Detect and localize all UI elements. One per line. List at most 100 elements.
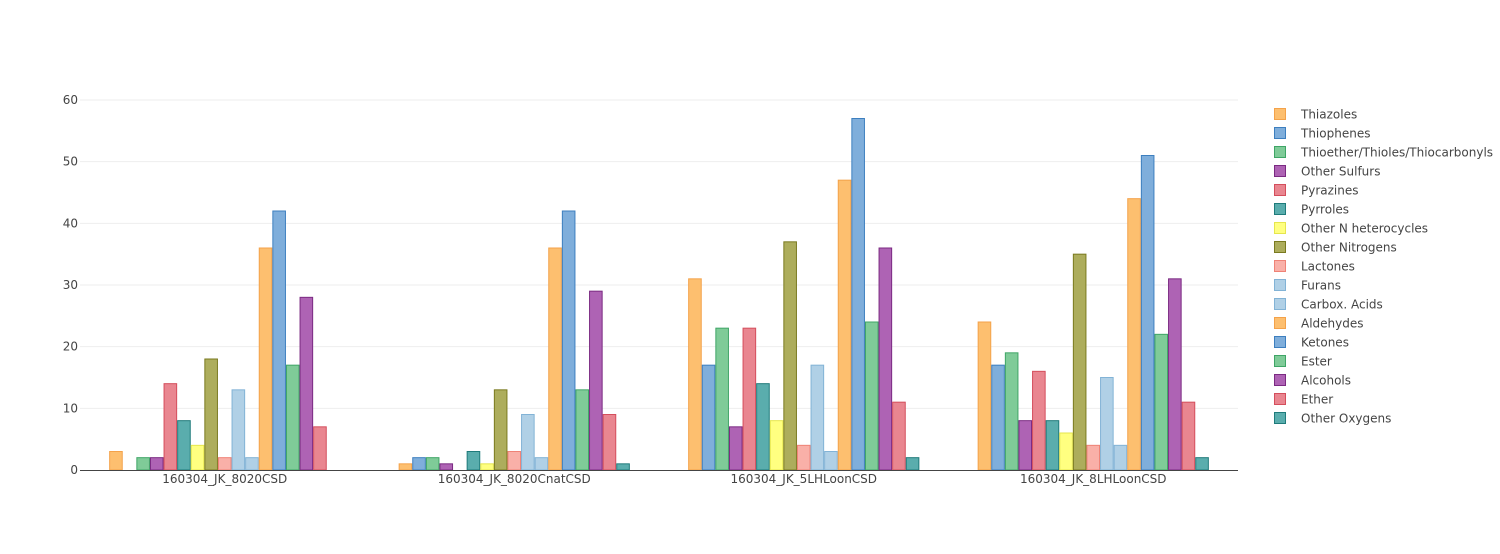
legend-item[interactable]: Aldehydes: [1274, 317, 1364, 331]
legend-item[interactable]: Carbox. Acids: [1274, 298, 1383, 312]
bar[interactable]: [561, 210, 576, 471]
bar[interactable]: [1181, 401, 1196, 471]
legend-item[interactable]: Other Oxygens: [1274, 412, 1392, 426]
bar[interactable]: [616, 463, 630, 471]
legend-label: Lactones: [1301, 260, 1355, 274]
legend-item[interactable]: Alcohols: [1274, 374, 1352, 388]
bar[interactable]: [398, 463, 413, 471]
legend-label: Thioether/Thioles/Thiocarbonyls: [1300, 146, 1493, 160]
bar[interactable]: [977, 321, 992, 471]
bar[interactable]: [177, 420, 191, 471]
bar[interactable]: [769, 420, 784, 471]
bar[interactable]: [1059, 432, 1073, 471]
legend-item[interactable]: Ester: [1274, 355, 1332, 369]
bar[interactable]: [783, 241, 797, 471]
bar[interactable]: [258, 247, 273, 471]
legend-label: Pyrazines: [1301, 184, 1359, 198]
y-tick-label: 40: [63, 216, 78, 230]
bar[interactable]: [810, 364, 825, 471]
legend-item[interactable]: Other Nitrogens: [1274, 241, 1397, 255]
bar[interactable]: [1032, 370, 1046, 471]
bar[interactable]: [299, 296, 314, 471]
bar[interactable]: [715, 327, 729, 471]
bar[interactable]: [1168, 278, 1182, 471]
bar[interactable]: [217, 457, 232, 471]
gridlines: [80, 99, 1238, 409]
bar[interactable]: [1086, 444, 1101, 471]
bar[interactable]: [991, 364, 1005, 471]
bar[interactable]: [439, 463, 454, 471]
bar[interactable]: [1127, 198, 1141, 471]
bar[interactable]: [701, 364, 716, 471]
bar[interactable]: [534, 457, 549, 471]
bar[interactable]: [1100, 377, 1114, 471]
bar[interactable]: [1004, 352, 1019, 471]
bar[interactable]: [602, 414, 617, 471]
bar[interactable]: [824, 451, 838, 471]
legend-item[interactable]: Ether: [1274, 393, 1334, 407]
bar[interactable]: [480, 463, 494, 471]
bar[interactable]: [688, 278, 702, 471]
bar[interactable]: [728, 426, 743, 471]
bar[interactable]: [589, 290, 603, 471]
y-tick-label: 20: [63, 340, 78, 354]
y-tick-label: 60: [63, 93, 78, 107]
legend-swatch: [1274, 279, 1286, 291]
bar[interactable]: [245, 457, 259, 471]
bar[interactable]: [1018, 420, 1033, 471]
bar[interactable]: [493, 389, 508, 471]
legend-item[interactable]: Thioether/Thioles/Thiocarbonyls: [1274, 146, 1494, 160]
legend[interactable]: Thiazoles Thiophenes Thioether/Thioles/Thi…: [1274, 108, 1494, 426]
bar[interactable]: [837, 179, 852, 471]
legend-item[interactable]: Furans: [1274, 279, 1342, 293]
bar[interactable]: [878, 247, 893, 471]
bar[interactable]: [742, 327, 757, 471]
bar[interactable]: [272, 210, 286, 471]
bar[interactable]: [864, 321, 879, 471]
legend-item[interactable]: Thiophenes: [1274, 127, 1371, 141]
bar[interactable]: [313, 426, 327, 471]
legend-item[interactable]: Ketones: [1274, 336, 1349, 350]
bar[interactable]: [109, 451, 123, 471]
bar[interactable]: [1154, 333, 1169, 471]
bar[interactable]: [204, 358, 218, 471]
bar[interactable]: [796, 444, 811, 471]
legend-item[interactable]: Other N heterocycles: [1274, 222, 1429, 236]
bar[interactable]: [575, 389, 590, 471]
legend-swatch: [1274, 184, 1286, 196]
legend-item[interactable]: Pyrroles: [1274, 203, 1350, 217]
bar[interactable]: [412, 457, 426, 471]
bar[interactable]: [231, 389, 246, 471]
legend-swatch: [1274, 336, 1286, 348]
bar[interactable]: [507, 451, 522, 471]
legend-swatch: [1274, 146, 1286, 158]
bar[interactable]: [1140, 155, 1155, 471]
legend-item[interactable]: Lactones: [1274, 260, 1355, 274]
legend-label: Ketones: [1301, 336, 1349, 350]
legend-label: Thiazoles: [1300, 108, 1357, 122]
legend-item[interactable]: Pyrazines: [1274, 184, 1359, 198]
y-tick-label: 30: [63, 278, 78, 292]
bar[interactable]: [1072, 253, 1087, 471]
bar[interactable]: [149, 457, 164, 471]
bar[interactable]: [1195, 457, 1209, 471]
legend-swatch: [1274, 393, 1286, 405]
bar[interactable]: [521, 414, 535, 471]
bar[interactable]: [851, 118, 865, 471]
bar[interactable]: [163, 383, 178, 471]
bar[interactable]: [548, 247, 562, 471]
bar[interactable]: [285, 364, 300, 471]
bar[interactable]: [466, 451, 481, 471]
bar[interactable]: [425, 457, 440, 471]
bar[interactable]: [1113, 444, 1128, 471]
bar[interactable]: [136, 457, 150, 471]
legend-label: Furans: [1301, 279, 1341, 293]
bar[interactable]: [190, 444, 205, 471]
bar[interactable]: [1045, 420, 1060, 471]
legend-item[interactable]: Other Sulfurs: [1274, 165, 1381, 179]
bar[interactable]: [756, 383, 770, 471]
legend-label: Other Oxygens: [1301, 412, 1391, 426]
bar[interactable]: [892, 401, 906, 471]
legend-item[interactable]: Thiazoles: [1274, 108, 1358, 122]
bar[interactable]: [905, 457, 920, 471]
